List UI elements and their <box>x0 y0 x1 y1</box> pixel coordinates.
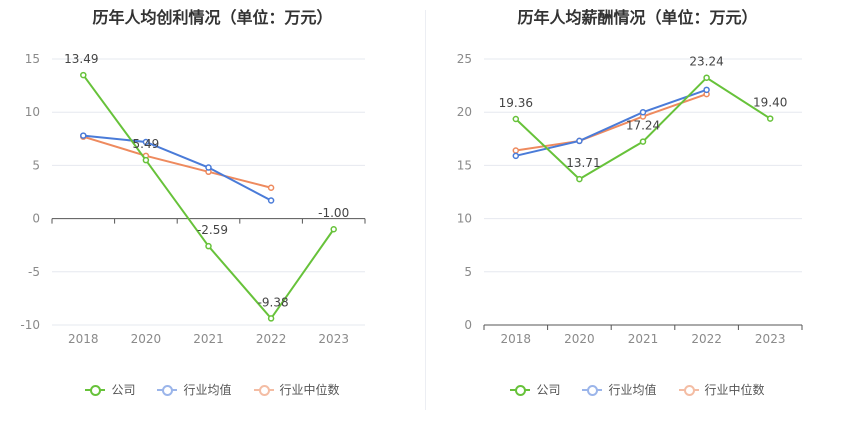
data-label: 5.49 <box>133 137 160 151</box>
data-point-company <box>142 156 150 164</box>
y-tick-label: 5 <box>464 265 472 279</box>
data-point-industry-avg <box>267 197 275 204</box>
salary-chart-plot: 25 20 15 10 5 0 2018 2020 2021 2022 2023 19.36 13.71… <box>457 52 803 346</box>
legend-item-industry-avg[interactable]: 行业均值 <box>582 381 657 398</box>
chart-title: 历年人均薪酬情况（单位：万元） <box>517 8 758 27</box>
profit-chart-plot: 15 10 5 0 -5 -10 2018 2020 2021 2022 2023 13.49 5.49… <box>20 52 366 346</box>
series-line-company <box>82 74 335 321</box>
y-tick-label: 25 <box>457 52 472 66</box>
data-point-company <box>703 74 710 81</box>
y-tick-label: 10 <box>25 105 40 119</box>
data-point-industry-avg <box>142 138 150 146</box>
data-point-company <box>205 242 212 250</box>
y-tick-label: 10 <box>457 212 472 226</box>
panel-divider <box>425 10 426 410</box>
x-tick-label: 2023 <box>755 332 786 346</box>
data-point-industry-median <box>267 184 275 191</box>
legend-company-label: 公司 <box>111 383 136 397</box>
legend-item-industry-median[interactable]: 行业中位数 <box>678 381 765 398</box>
profit-per-capita-chart: 历年人均创利情况（单位：万元） 15 10 5 0 -5 -10 2018 2020 2021 2… <box>0 8 425 398</box>
data-point-industry-avg <box>205 164 212 171</box>
legend-company-swatch-icon <box>85 384 106 396</box>
legend-industry-avg-swatch-icon <box>157 384 178 396</box>
legend-industry-median-swatch-icon <box>678 384 699 396</box>
x-tick-label: 2018 <box>68 332 99 346</box>
x-tick-label: 2018 <box>501 332 532 346</box>
data-point-industry-avg <box>512 152 520 160</box>
data-label: 13.49 <box>64 52 98 66</box>
series-line-industry-median <box>515 93 707 152</box>
x-tick-label: 2021 <box>193 332 224 346</box>
x-tick-label: 2022 <box>256 332 287 346</box>
data-point-industry-avg <box>80 132 87 139</box>
y-tick-label: 0 <box>464 318 472 332</box>
chart-legend: 公司 行业均值 行业中位数 <box>0 381 425 398</box>
y-tick-label: 15 <box>457 158 472 172</box>
chart-title: 历年人均创利情况（单位：万元） <box>92 8 333 27</box>
x-tick-label: 2020 <box>564 332 595 346</box>
data-label: -9.38 <box>258 295 289 309</box>
y-tick-label: 20 <box>457 105 472 119</box>
legend-item-company[interactable]: 公司 <box>510 381 560 398</box>
legend-industry-median-label: 行业中位数 <box>279 383 340 397</box>
chart-legend: 公司 行业均值 行业中位数 <box>425 381 850 398</box>
x-tick-label: 2020 <box>131 332 162 346</box>
data-point-company <box>512 115 520 123</box>
legend-industry-median-label: 行业中位数 <box>704 383 765 397</box>
x-tick-label: 2022 <box>691 332 722 346</box>
legend-item-industry-median[interactable]: 行业中位数 <box>253 381 340 398</box>
y-tick-label: 5 <box>32 158 40 172</box>
data-point-company <box>576 175 583 183</box>
data-label: 17.24 <box>626 119 660 133</box>
legend-industry-avg-label: 行业均值 <box>608 383 657 397</box>
data-point-industry-avg <box>639 108 647 116</box>
y-tick-label: 0 <box>32 212 40 226</box>
data-label: 19.36 <box>499 96 533 110</box>
legend-company-label: 公司 <box>536 383 561 397</box>
legend-item-company[interactable]: 公司 <box>85 381 135 398</box>
y-tick-label: -10 <box>20 318 40 332</box>
legend-industry-median-swatch-icon <box>253 384 274 396</box>
x-tick-label: 2021 <box>628 332 659 346</box>
legend-company-swatch-icon <box>510 384 531 396</box>
series-line-industry-median <box>83 135 272 189</box>
y-tick-label: -5 <box>28 265 40 279</box>
data-point-company <box>267 315 275 322</box>
data-point-company <box>639 138 647 145</box>
data-label: -1.00 <box>318 206 349 220</box>
data-point-industry-avg <box>576 137 583 145</box>
data-label: 19.40 <box>753 96 787 110</box>
data-label: -2.59 <box>197 223 228 237</box>
y-tick-label: 15 <box>25 52 40 66</box>
data-point-company <box>80 71 87 79</box>
series-line-industry-avg <box>83 134 272 202</box>
data-point-industry-avg <box>703 86 710 94</box>
data-point-company <box>330 225 337 233</box>
legend-industry-avg-label: 行业均值 <box>183 383 232 397</box>
legend-item-industry-avg[interactable]: 行业均值 <box>157 381 232 398</box>
x-tick-label: 2023 <box>318 332 349 346</box>
data-point-company <box>766 115 774 122</box>
data-label: 23.24 <box>689 55 723 69</box>
legend-industry-avg-swatch-icon <box>582 384 603 396</box>
data-label: 13.71 <box>566 156 600 170</box>
salary-per-capita-chart: 历年人均薪酬情况（单位：万元） 25 20 15 10 5 0 2018 2020 2021 20… <box>425 0 850 437</box>
data-point-industry-median <box>512 147 520 154</box>
